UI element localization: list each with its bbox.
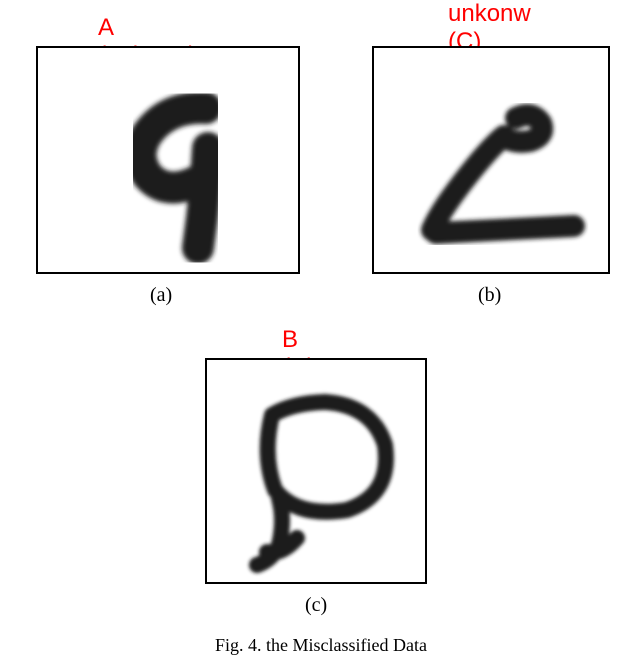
glyph-b bbox=[432, 115, 574, 233]
glyph-a bbox=[141, 108, 211, 248]
img-box-c bbox=[205, 358, 427, 584]
sublabel-c: (c) bbox=[305, 594, 327, 617]
figure-caption: Fig. 4. the Misclassified Data bbox=[215, 635, 427, 656]
glyph-c bbox=[257, 402, 386, 565]
sublabel-a: (a) bbox=[150, 284, 172, 307]
sublabel-b: (b) bbox=[478, 284, 501, 307]
img-box-b bbox=[372, 46, 610, 274]
img-box-a bbox=[36, 46, 300, 274]
